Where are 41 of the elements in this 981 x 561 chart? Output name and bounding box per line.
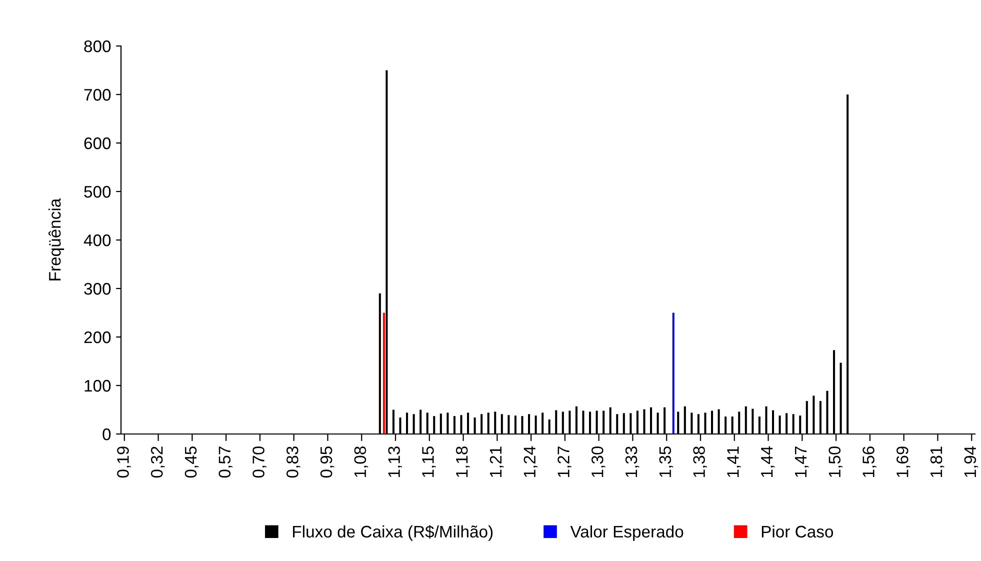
x-tick-label: 1,30 [592, 446, 606, 477]
y-tick-label: 300 [84, 282, 111, 295]
bar [672, 312, 674, 434]
x-tick-label: 1,33 [625, 446, 640, 477]
x-tick-label: 1,56 [862, 446, 876, 477]
x-tick-label: 1,21 [490, 446, 504, 477]
x-tick-label: 1,08 [354, 446, 368, 477]
x-tick-label: 1,41 [727, 446, 741, 477]
y-tick-label: 0 [102, 428, 111, 440]
x-tick-label: 0,19 [117, 446, 131, 478]
x-tick-label: 1,50 [828, 446, 842, 477]
x-tick-label: 1,47 [795, 446, 809, 477]
y-axis-title: Freqüência [48, 198, 64, 280]
x-tick-label: 1,18 [456, 446, 470, 477]
legend-label: Pior Caso [762, 525, 834, 538]
x-tick-label: 1,13 [388, 446, 402, 477]
y-tick-label: 700 [84, 88, 111, 101]
y-tick-label: 200 [84, 331, 111, 344]
x-tick-label: 0,45 [184, 446, 199, 478]
x-tick-label: 1,35 [659, 446, 674, 477]
y-tick-label: 800 [84, 40, 111, 52]
x-tick-label: 0,95 [320, 446, 334, 478]
x-tick-label: 0,32 [150, 446, 165, 478]
x-tick-label: 1,44 [761, 446, 775, 477]
x-tick-label: 1,94 [964, 446, 978, 477]
x-tick-label: 1,15 [422, 446, 436, 477]
legend-label: Valor Esperado [570, 525, 684, 541]
x-tick-label: 1,27 [558, 446, 572, 477]
y-tick-label: 100 [84, 380, 111, 392]
x-tick-label: 0,57 [218, 446, 232, 478]
y-tick-label: 400 [84, 234, 111, 246]
x-tick-label: 1,81 [930, 446, 944, 477]
x-tick-label: 1,38 [693, 446, 707, 477]
legend-label: Fluxo de Caixa (R$/Milhão) [293, 525, 493, 541]
y-tick-label: 500 [84, 186, 111, 198]
bar [382, 312, 385, 434]
x-tick-label: 0,70 [252, 446, 266, 478]
y-tick-label: 600 [84, 137, 111, 150]
x-tick-label: 0,83 [286, 446, 300, 478]
x-tick-label: 1,69 [896, 446, 910, 477]
x-tick-label: 1,24 [524, 446, 538, 477]
